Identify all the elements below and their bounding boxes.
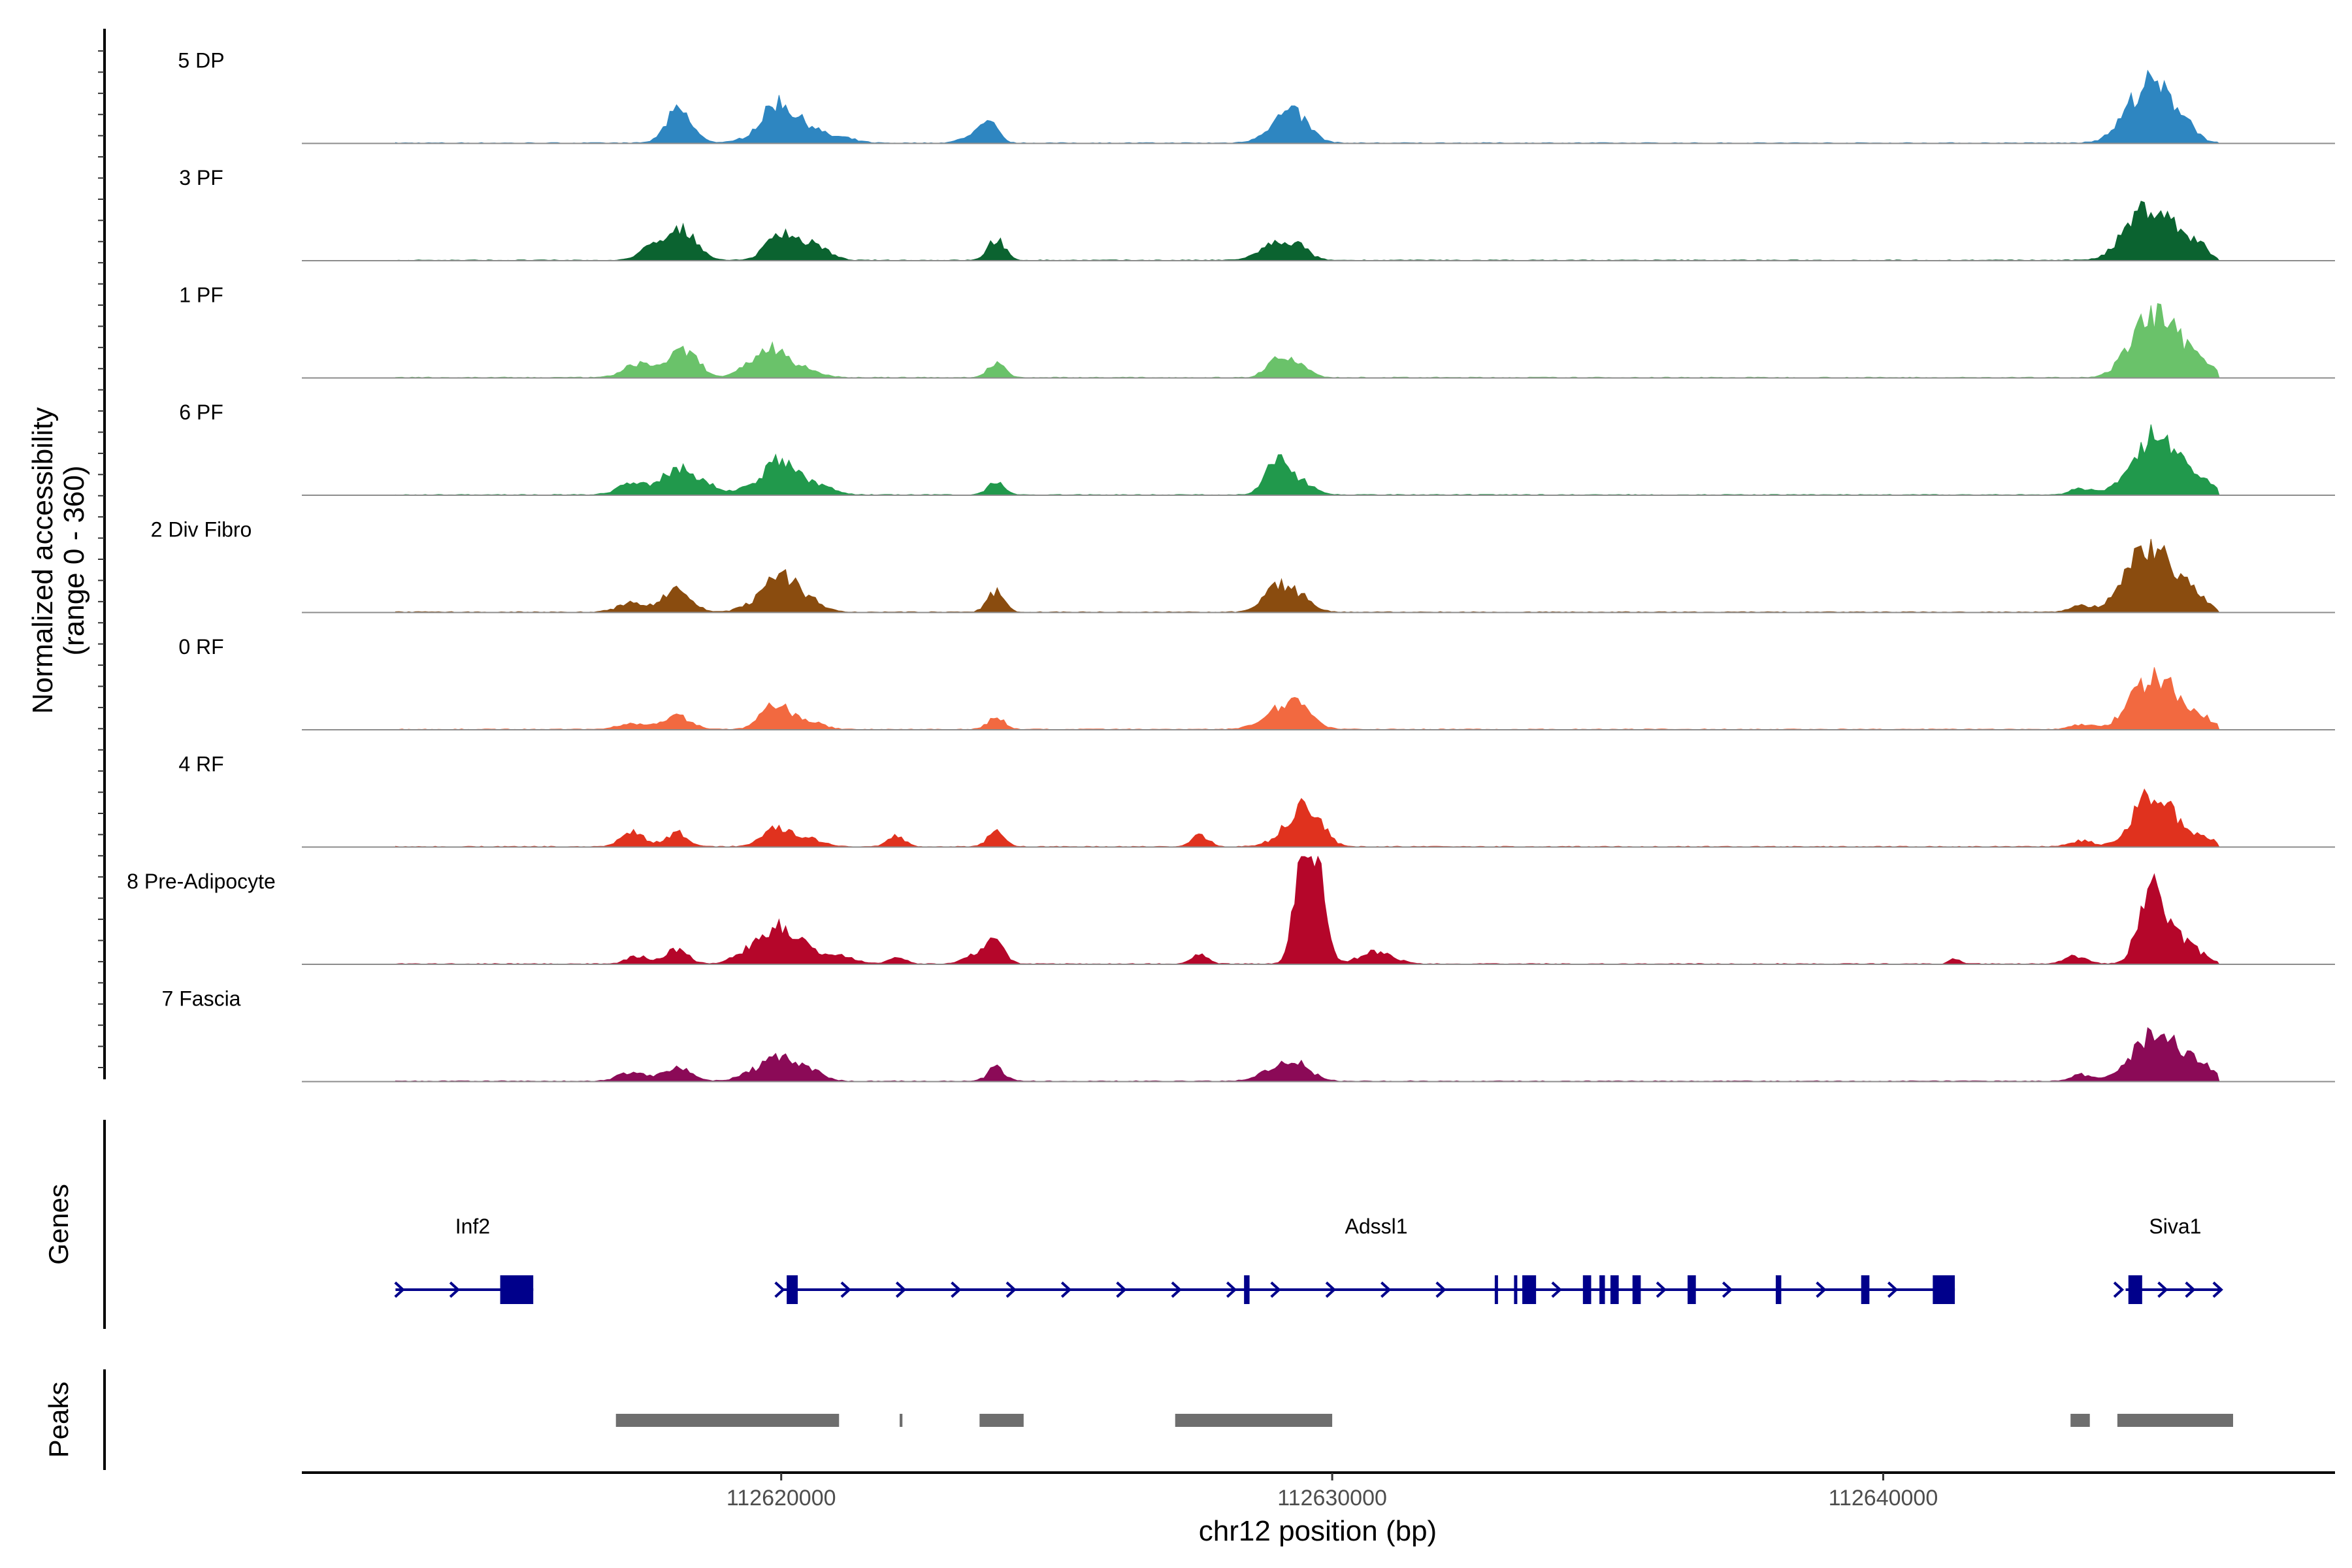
track-8-pre-adipocyte: 8 Pre-Adipocyte [127, 855, 2335, 965]
track-1-pf: 1 PF [179, 284, 2335, 379]
strand-arrow [1656, 1281, 1667, 1298]
track-label: 2 Div Fibro [151, 518, 252, 542]
strand-arrow [1171, 1281, 1182, 1298]
track-6-pf: 6 PF [179, 400, 2335, 496]
track-0-rf: 0 RF [178, 635, 2335, 730]
strand-arrow [774, 1281, 785, 1298]
peaks-panel-title: Peaks [43, 1382, 74, 1458]
strand-arrow [1551, 1281, 1562, 1298]
strand-arrow [1325, 1281, 1337, 1298]
strand-arrow [840, 1281, 851, 1298]
peak-region [615, 1414, 840, 1427]
gene-exon [1514, 1275, 1518, 1304]
strand-arrow [2212, 1281, 2223, 1298]
gene-inf2: Inf2 [394, 1215, 534, 1304]
x-axis-ticks: 112620000 112630000 112640000 [727, 1473, 1938, 1511]
track-3-pf: 3 PF [179, 166, 2335, 261]
strand-arrow [1060, 1281, 1072, 1298]
gene-exon [1522, 1275, 1537, 1304]
gene-exon [1610, 1275, 1619, 1304]
strand-arrow [2113, 1281, 2125, 1298]
peak-region [979, 1414, 1024, 1427]
gene-exon [1582, 1275, 1592, 1304]
gene-label: Siva1 [2149, 1215, 2201, 1238]
strand-arrow [1270, 1281, 1281, 1298]
track-5-dp: 5 DP [178, 49, 2335, 144]
strand-arrow [951, 1281, 962, 1298]
y-axis [98, 29, 106, 1079]
peak-region [1175, 1414, 1333, 1427]
track-label: 5 DP [178, 49, 224, 73]
peak-region [900, 1414, 903, 1427]
gene-label: Adssl1 [1345, 1215, 1408, 1238]
gene-exon [1775, 1275, 1782, 1304]
strand-arrow [1380, 1281, 1392, 1298]
track-4-rf: 4 RF [178, 753, 2335, 848]
gene-exon [1599, 1275, 1605, 1304]
gene-exon [1494, 1275, 1498, 1304]
track-label: 8 Pre-Adipocyte [127, 870, 276, 893]
strand-arrow [2157, 1281, 2168, 1298]
strand-arrow [1887, 1281, 1899, 1298]
strand-arrow [1116, 1281, 1127, 1298]
gene-exon [1688, 1275, 1696, 1304]
strand-arrow [1722, 1281, 1733, 1298]
x-axis-title: chr12 position (bp) [1199, 1515, 1437, 1547]
strand-arrow [2185, 1281, 2196, 1298]
peak-region [2070, 1414, 2090, 1427]
peak-region [2117, 1414, 2233, 1427]
track-label: 6 PF [179, 400, 223, 424]
gene-exon [1244, 1275, 1250, 1304]
gene-exon [1861, 1275, 1870, 1304]
gene-exon [500, 1275, 534, 1304]
track-label: 7 Fascia [162, 987, 241, 1011]
genes-panel-title: Genes [43, 1184, 74, 1265]
gene-label: Inf2 [455, 1215, 490, 1238]
y-axis-title-line2: (range 0 - 360) [58, 465, 90, 655]
gene-adssl1: Adssl1 [774, 1215, 1955, 1304]
gene-models: Inf2 Adssl1 Siva1 [394, 1215, 2223, 1304]
gene-siva1: Siva1 [2113, 1215, 2223, 1304]
track-7-fascia: 7 Fascia [162, 987, 2335, 1083]
x-tick-label: 112620000 [727, 1486, 836, 1511]
y-axis-title-line1: Normalized accessibility [27, 407, 59, 713]
peak-regions [615, 1414, 2233, 1427]
gene-exon [787, 1275, 798, 1304]
track-label: 0 RF [178, 635, 223, 659]
track-2-div-fibro: 2 Div Fibro [151, 518, 2335, 613]
strand-arrow [1435, 1281, 1446, 1298]
coverage-tracks: 5 DP 3 PF 1 PF 6 PF 2 Div Fibro 0 RF 4 RF 8 Pre… [127, 49, 2335, 1083]
strand-arrow [394, 1281, 405, 1298]
strand-arrow [1226, 1281, 1237, 1298]
strand-arrow [895, 1281, 907, 1298]
track-label: 3 PF [179, 166, 223, 189]
strand-arrow [1816, 1281, 1827, 1298]
track-label: 4 RF [178, 753, 223, 776]
x-tick-label: 112630000 [1277, 1486, 1387, 1511]
gene-exon [2128, 1275, 2142, 1304]
track-label: 1 PF [179, 284, 223, 307]
gene-exon [1632, 1275, 1641, 1304]
gene-exon [1933, 1275, 1955, 1304]
strand-arrow [449, 1281, 461, 1298]
x-tick-label: 112640000 [1829, 1486, 1938, 1511]
strand-arrow [1005, 1281, 1017, 1298]
